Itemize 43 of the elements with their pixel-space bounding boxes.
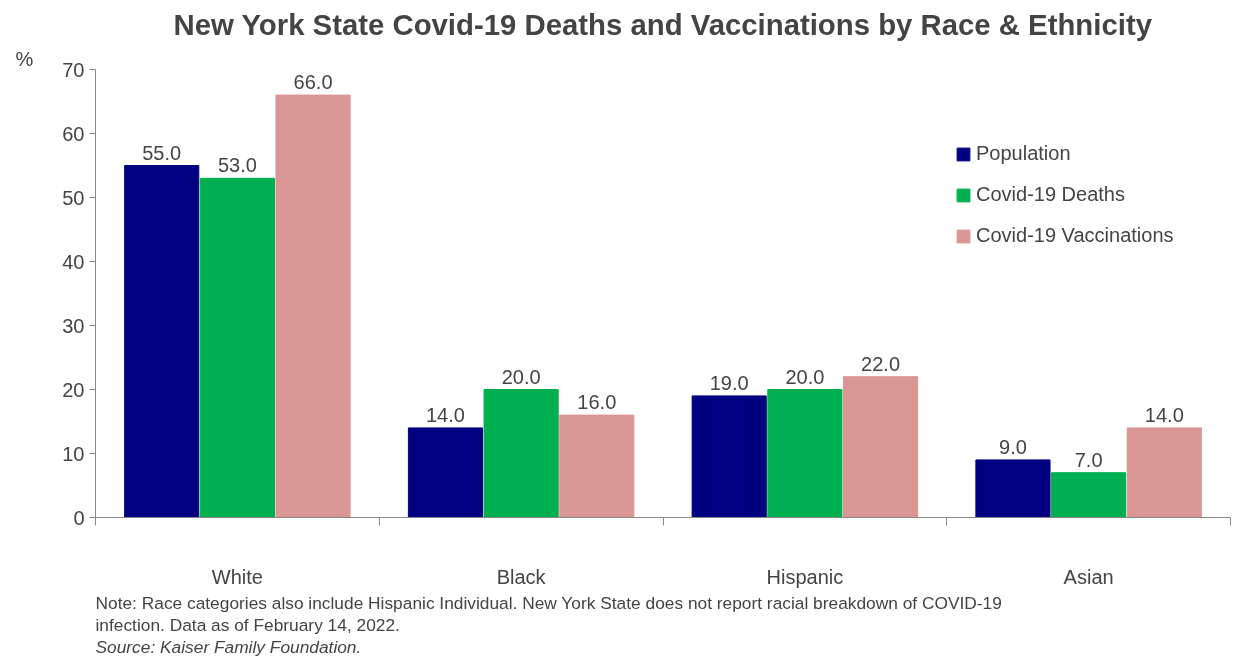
text: Note: Race categories also include Hispanic Individual. New York State does not report racial breakdown of COVID-19 infection. Data as of February 14, 2022. [95, 592, 1002, 635]
bar [124, 165, 200, 518]
bar [691, 395, 767, 518]
x-tick-label: Black [496, 565, 547, 588]
bar [767, 389, 843, 518]
data-label: 16.0 [577, 391, 617, 414]
y-tick-label: 60 [62, 122, 85, 145]
legend-label: Covid-19 Deaths [976, 183, 1125, 206]
x-tick-label: White [211, 565, 263, 588]
data-label: 20.0 [785, 365, 825, 388]
data-label: 9.0 [999, 435, 1027, 458]
y-axis-title: % [15, 47, 34, 70]
x-tick-label: Asian [1063, 565, 1114, 588]
data-label: 55.0 [142, 141, 182, 164]
data-label: 7.0 [1074, 448, 1103, 471]
data-label: 66.0 [293, 71, 333, 94]
chart-title: New York State Covid-19 Deaths and Vaccinations by Race & Ethnicity [173, 7, 1153, 41]
bar [1126, 427, 1202, 518]
y-tick-label: 40 [62, 250, 85, 273]
data-label: 14.0 [426, 403, 465, 426]
y-tick-label: 50 [62, 186, 85, 209]
bar [275, 94, 351, 518]
bar [559, 414, 635, 518]
data-label: 19.0 [709, 371, 749, 394]
source-note: Source: Kaiser Family Foundation. [95, 636, 362, 657]
y-tick-label: 70 [62, 58, 85, 81]
data-label: 53.0 [217, 154, 257, 177]
y-tick-label: 30 [62, 314, 85, 337]
data-label: 22.0 [861, 352, 901, 375]
bar [199, 177, 275, 518]
legend-label: Population [976, 142, 1071, 165]
y-tick-label: 20 [62, 378, 85, 401]
bar [483, 389, 559, 518]
x-tick-label: Hispanic [766, 565, 844, 588]
y-tick-label: 10 [62, 442, 85, 465]
data-label: 20.0 [501, 365, 541, 388]
data-label: 14.0 [1144, 403, 1184, 426]
bar [842, 376, 919, 518]
legend-label: Covid-19 Vaccinations [976, 224, 1174, 247]
bar [975, 459, 1051, 518]
bar [1051, 472, 1127, 518]
y-tick-label: 0 [73, 506, 85, 529]
bar [407, 427, 484, 518]
